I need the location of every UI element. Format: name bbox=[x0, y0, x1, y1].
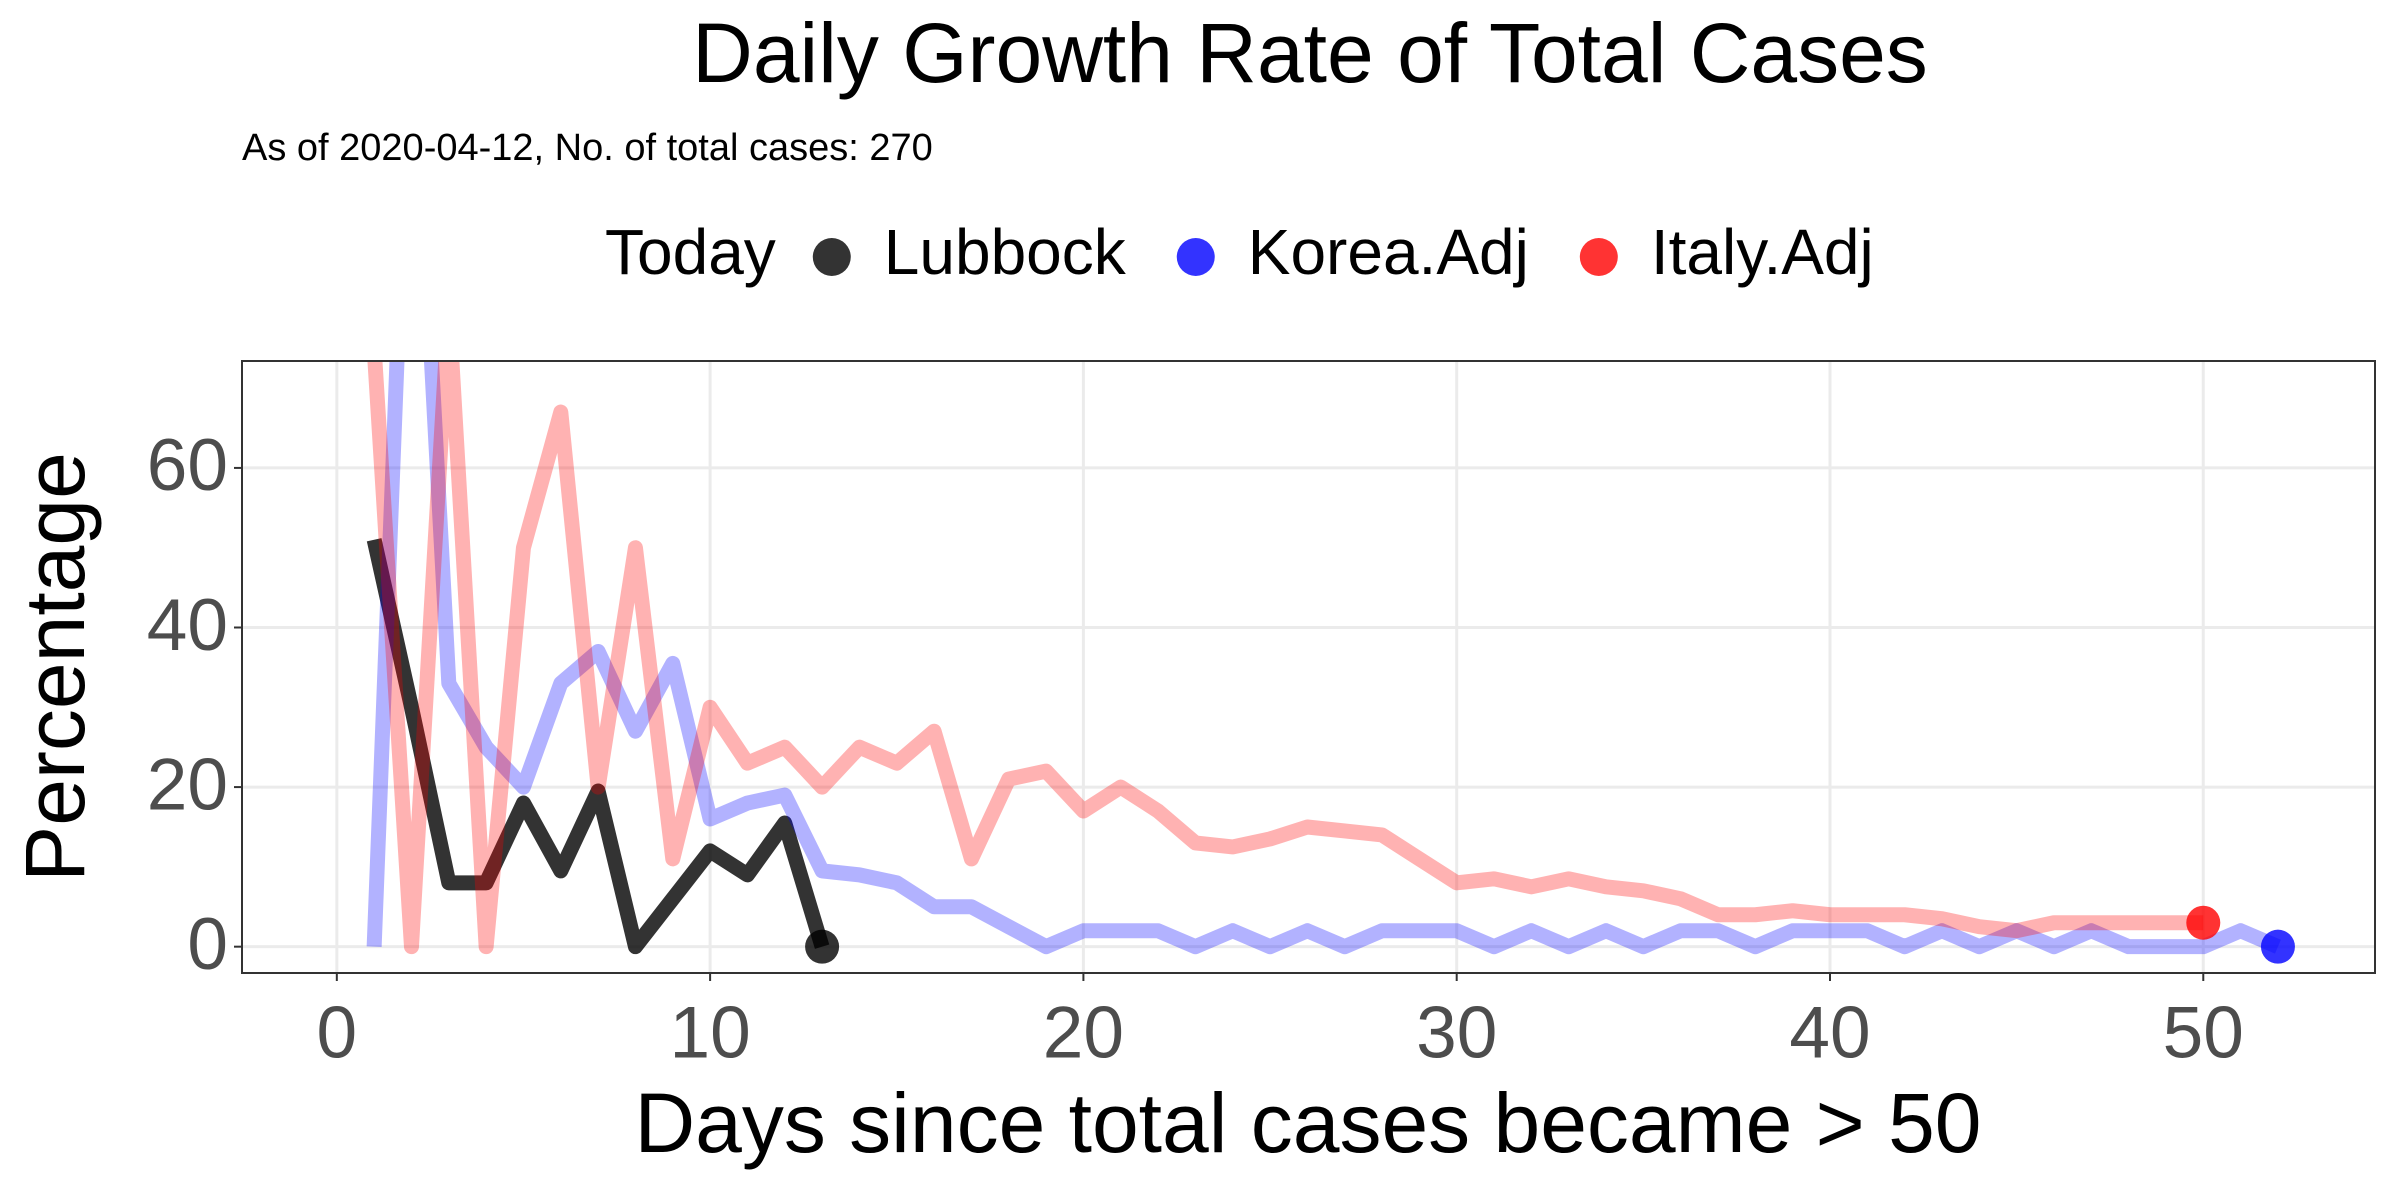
series-line bbox=[366, 361, 2281, 955]
x-tick-label: 0 bbox=[317, 992, 358, 1073]
x-tick-label: 40 bbox=[1789, 992, 1870, 1073]
legend-label: Lubbock bbox=[884, 216, 1127, 288]
today-point bbox=[2186, 905, 2221, 940]
legend-marker bbox=[1579, 238, 1618, 276]
legend-marker bbox=[1176, 238, 1215, 276]
today-point bbox=[805, 929, 840, 964]
legend-marker bbox=[812, 238, 851, 276]
series-line bbox=[367, 361, 2204, 955]
y-tick-label: 20 bbox=[147, 744, 228, 825]
legend-label: Italy.Adj bbox=[1651, 216, 1874, 288]
x-axis-title: Days since total cases became > 50 bbox=[634, 1076, 1981, 1170]
chart-title: Daily Growth Rate of Total Cases bbox=[692, 6, 1928, 100]
x-tick-label: 50 bbox=[2163, 992, 2244, 1073]
x-tick-label: 30 bbox=[1416, 992, 1497, 1073]
plot-border bbox=[241, 360, 2376, 974]
legend: Today Lubbock Korea.Adj Italy.Adj bbox=[605, 216, 1874, 288]
today-point bbox=[2260, 929, 2295, 964]
y-axis-title: Percentage bbox=[8, 452, 102, 882]
x-tick-label: 20 bbox=[1043, 992, 1124, 1073]
chart-subtitle: As of 2020-04-12, No. of total cases: 27… bbox=[242, 127, 933, 169]
plot-area bbox=[366, 361, 2281, 955]
y-tick-label: 60 bbox=[147, 425, 228, 506]
legend-title: Today bbox=[605, 216, 776, 288]
y-tick-label: 0 bbox=[187, 904, 228, 985]
x-tick-label: 10 bbox=[670, 992, 751, 1073]
series-line bbox=[366, 538, 830, 955]
legend-label: Korea.Adj bbox=[1248, 216, 1529, 288]
y-tick-label: 40 bbox=[147, 585, 228, 666]
